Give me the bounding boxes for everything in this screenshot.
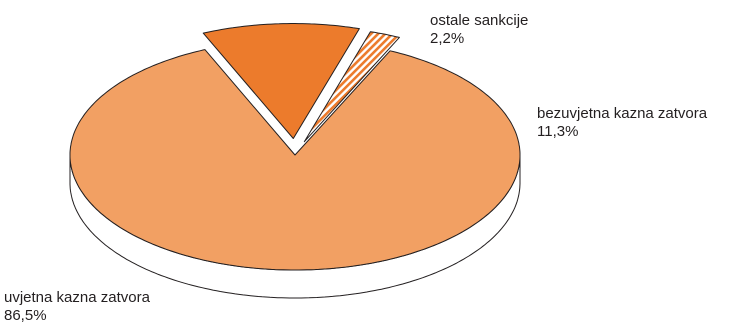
slice-uvjetna <box>69 49 521 271</box>
slice-label-uvjetna: uvjetna kazna zatvora 86,5% <box>4 289 150 325</box>
slice-ostale <box>303 31 400 143</box>
slice-name: ostale sankcije <box>430 12 529 29</box>
slice-value: 11,3% <box>537 123 579 140</box>
slice-value: 86,5% <box>4 307 47 324</box>
slice-label-bezuvjetna: bezuvjetna kazna zatvora 11,3% <box>537 105 707 141</box>
slice-label-ostale: ostale sankcije 2,2% <box>430 12 528 48</box>
slice-bezuvjetna <box>202 23 360 139</box>
slice-name: bezuvjetna kazna zatvora <box>537 105 708 122</box>
slice-name: uvjetna kazna zatvora <box>4 289 150 306</box>
slice-value: 2,2% <box>430 30 465 47</box>
